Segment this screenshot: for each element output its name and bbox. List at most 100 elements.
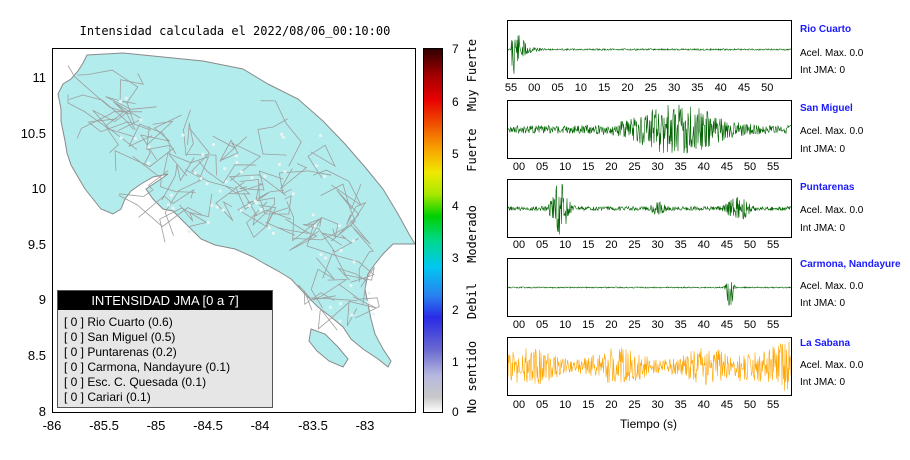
- station-accel: Acel. Max. 0.0: [800, 281, 864, 292]
- panel-ticks: 00 05 10 15 20 25 30 35 40 45 50 55: [507, 399, 790, 413]
- station-point: [239, 208, 243, 212]
- seismogram-panel-puntarenas[interactable]: [507, 179, 792, 238]
- station-point: [133, 136, 137, 141]
- road: [246, 201, 272, 239]
- road: [247, 197, 275, 227]
- station-point: [166, 203, 170, 207]
- panel-tick-label: 15: [598, 82, 611, 94]
- station-point: [313, 224, 317, 228]
- station-name: Carmona, Nandayure: [800, 259, 901, 270]
- station-point: [187, 230, 191, 234]
- panel-tick-label: 30: [651, 239, 664, 251]
- road: [322, 253, 375, 283]
- road: [303, 290, 335, 311]
- road: [87, 118, 151, 133]
- panel-tick-label: 10: [559, 319, 572, 331]
- costa-rica-map: [57, 52, 415, 368]
- road: [188, 127, 235, 189]
- seismogram-panel-carmona[interactable]: [507, 258, 792, 317]
- colorbar-num-3: 3: [452, 251, 459, 265]
- road: [310, 257, 335, 309]
- panel-ticks: 55 00 05 10 15 20 25 30 35 40 45 50: [505, 82, 790, 96]
- road: [164, 169, 204, 236]
- road: [239, 179, 285, 200]
- road: [307, 217, 339, 238]
- station-point: [338, 319, 342, 323]
- panel-tick-label: 50: [761, 82, 774, 94]
- panel-tick-label: 20: [621, 82, 634, 94]
- y-tick-9-5: 9.5: [27, 237, 46, 252]
- panel-tick-label: 00: [512, 399, 526, 411]
- panel-tick-label: 30: [651, 161, 664, 173]
- road: [317, 301, 350, 331]
- y-tick-8-5: 8.5: [27, 348, 46, 363]
- station-point: [224, 180, 229, 184]
- panel-tick-label: 55: [504, 82, 518, 94]
- station-point: [281, 135, 285, 139]
- osa-peninsula: [308, 328, 349, 368]
- legend-item: [ 0 ] Carmona, Nandayure (0.1): [64, 360, 231, 374]
- station-point: [193, 171, 197, 175]
- x-tick-83: -83: [355, 418, 375, 433]
- legend-item: [ 0 ] San Miguel (0.5): [64, 330, 176, 344]
- station-point: [351, 239, 355, 243]
- seismogram-panel-rio-cuarto[interactable]: [507, 20, 792, 79]
- colorbar-num-2: 2: [452, 303, 459, 317]
- panel-tick-label: 40: [714, 82, 727, 94]
- station-point: [235, 160, 239, 164]
- legend-item: [ 0 ] Cariari (0.1): [64, 390, 151, 404]
- station-point: [323, 174, 327, 179]
- road: [140, 114, 182, 161]
- colorbar-num-6: 6: [452, 95, 459, 109]
- x-tick-86: -86: [42, 418, 62, 433]
- panel-tick-label: 30: [651, 399, 664, 411]
- road: [92, 109, 138, 150]
- road: [286, 201, 322, 242]
- station-points: [118, 96, 375, 323]
- panel-tick-label: 55: [766, 319, 780, 331]
- station-point: [210, 203, 214, 208]
- station-point: [349, 283, 353, 288]
- station-point: [319, 252, 323, 257]
- road: [243, 192, 292, 220]
- station-point: [277, 162, 281, 167]
- station-point: [339, 302, 343, 306]
- panel-tick-label: 55: [766, 239, 780, 251]
- y-tick-10: 10: [31, 181, 46, 196]
- station-point: [118, 99, 123, 103]
- panel-tick-label: 15: [582, 161, 595, 173]
- panel-ticks: 00 05 10 15 20 25 30 35 40 45 50 55: [507, 319, 790, 333]
- road: [119, 73, 144, 104]
- panel-tick-label: 20: [605, 239, 618, 251]
- x-tick-85: -85: [146, 418, 166, 433]
- seismogram-panel-la-sabana[interactable]: [507, 337, 792, 396]
- panel-tick-label: 00: [528, 82, 541, 94]
- colorbar-num-5: 5: [452, 147, 459, 161]
- panel-tick-label: 45: [737, 82, 751, 94]
- station-point: [215, 205, 219, 209]
- station-point: [371, 312, 375, 316]
- x-tick-84-5: -84.5: [193, 418, 223, 433]
- station-point: [367, 291, 371, 295]
- panel-tick-label: 40: [697, 319, 710, 331]
- panel-tick-label: 20: [605, 399, 618, 411]
- map-title: Intensidad calculada el 2022/08/06_00:10…: [79, 24, 391, 38]
- station-point: [352, 260, 356, 264]
- waveform-rio-cuarto: [508, 34, 791, 74]
- panel-tick-label: 05: [535, 319, 549, 331]
- station-point: [181, 133, 185, 137]
- station-point: [211, 143, 216, 147]
- legend-header: INTENSIDAD JMA [0 a 7]: [58, 291, 272, 310]
- seismogram-panel-san-miguel[interactable]: [507, 100, 792, 159]
- panel-tick-label: 00: [512, 319, 526, 331]
- panel-tick-label: 10: [574, 82, 588, 94]
- station-point: [339, 248, 343, 253]
- road: [302, 223, 359, 253]
- road: [212, 135, 261, 182]
- x-tick-85-5: -85.5: [89, 418, 119, 433]
- road: [118, 194, 202, 228]
- colorbar-word-no-sentido: No sentido: [465, 340, 479, 414]
- panel-tick-label: 05: [551, 82, 564, 94]
- station-point: [259, 207, 263, 212]
- station-point: [267, 226, 271, 230]
